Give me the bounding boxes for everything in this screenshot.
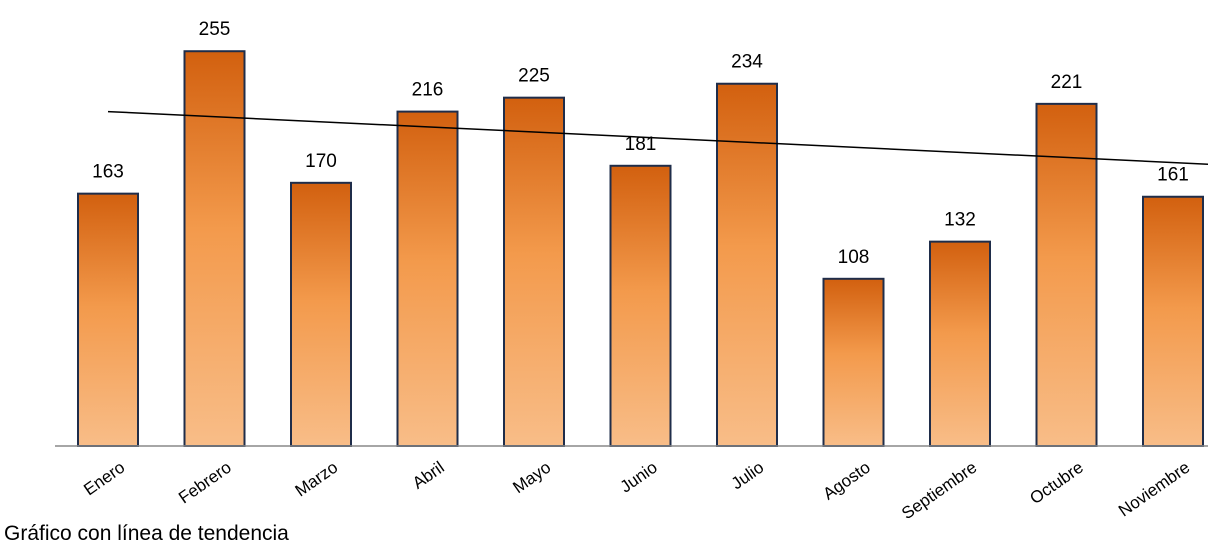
- bar-noviembre: [1142, 195, 1204, 447]
- bar-junio: [609, 164, 672, 447]
- x-tick-label: Marzo: [292, 458, 342, 501]
- x-tick-label: Noviembre: [1115, 458, 1193, 520]
- chart-caption: Gráfico con línea de tendencia: [4, 522, 289, 545]
- bar-marzo: [290, 181, 352, 447]
- data-label: 161: [1157, 165, 1189, 186]
- data-label: 163: [92, 162, 124, 183]
- x-tick-label: Mayo: [509, 458, 554, 497]
- data-label: 181: [625, 134, 657, 155]
- x-tick-label: Abril: [409, 458, 448, 493]
- data-label: 108: [838, 247, 870, 268]
- trend-line: [107, 110, 1208, 165]
- x-tick-label: Julio: [728, 458, 768, 494]
- bar-agosto: [822, 277, 885, 447]
- x-tick-label: Junio: [617, 458, 661, 497]
- data-label: 234: [731, 52, 763, 73]
- data-label: 221: [1051, 72, 1083, 93]
- bar-abril: [396, 110, 459, 447]
- bar-septiembre: [929, 240, 991, 447]
- data-label: 132: [944, 210, 976, 231]
- data-label: 170: [305, 151, 337, 172]
- bar-enero: [77, 192, 139, 447]
- bar-mayo: [503, 96, 565, 448]
- x-tick-label: Octubre: [1026, 458, 1086, 508]
- x-tick-label: Enero: [80, 458, 128, 500]
- data-label: 255: [199, 19, 231, 40]
- bar-febrero: [183, 50, 246, 447]
- x-tick-label: Septiembre: [898, 458, 980, 520]
- bar-octubre: [1035, 102, 1098, 448]
- bar-chart: 163 255 170 216 225 181 234 108 132 221 161 Enero F…: [55, 19, 1208, 520]
- x-tick-label: Febrero: [175, 458, 235, 508]
- x-tick-label: Agosto: [820, 458, 874, 504]
- data-label: 225: [518, 66, 550, 87]
- bar-julio: [716, 82, 778, 447]
- data-label: 216: [412, 80, 444, 101]
